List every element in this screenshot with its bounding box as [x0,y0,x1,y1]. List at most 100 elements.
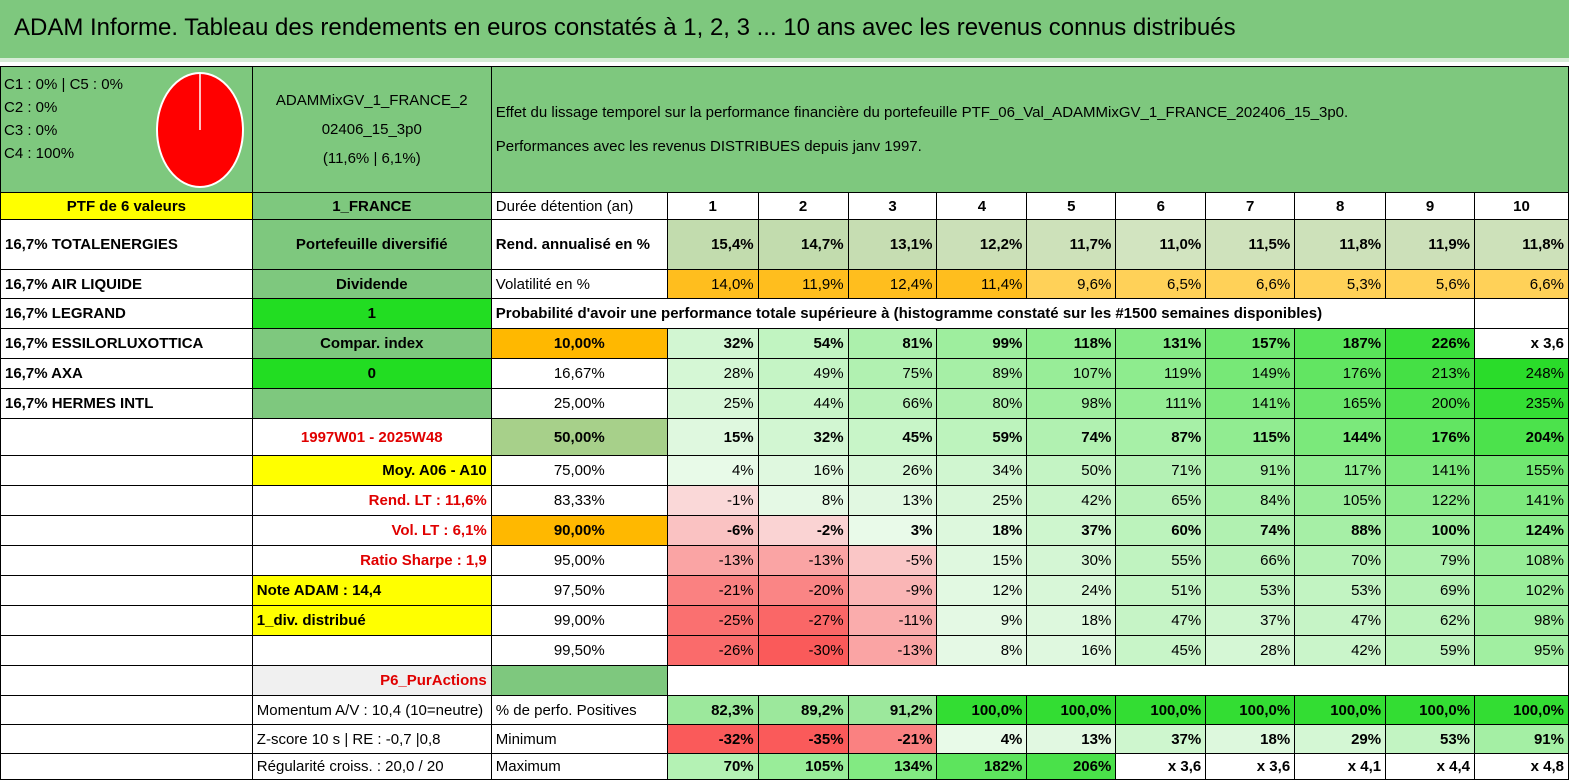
quantile-value: 176% [1294,358,1387,389]
allocation-line: C2 : 0% [4,99,58,116]
holding-row: 16,7% AXA [0,358,253,389]
quantile-value: 18% [1026,605,1117,636]
quantile-value: 51% [1115,575,1207,606]
quantile-label: 83,33% [490,485,668,516]
table-row: 1_div. distribué 99,00% -25% -27% -11% 9% 18% 4… [0,605,1569,636]
quantile-value: 99% [936,328,1028,359]
table-row: 16,7% AIR LIQUIDE Dividende Volatilité en … [0,269,1569,299]
quantile-label: 99,00% [490,605,668,636]
quantile-value: 13% [847,485,938,516]
quantile-value: 12% [936,575,1028,606]
table-row: 1997W01 - 2025W48 50,00% 15% 32% 45% 59% 74% 87… [0,418,1569,456]
quantile-value: 18% [936,515,1028,546]
empty-cell [490,665,668,696]
quantile-value: 71% [1115,455,1207,486]
quantile-value: 34% [936,455,1028,486]
quantile-value: 60% [1115,515,1207,546]
quantile-value: 28% [1205,635,1296,666]
year-header: 9 [1385,192,1476,220]
quantile-value: 248% [1474,358,1569,389]
positives-value: 100,0% [1474,695,1569,725]
quantile-value: 62% [1385,605,1476,636]
table-row: 16,7% ESSILORLUXOTTICA Compar. index 10,00… [0,328,1569,359]
quantile-value: 75% [847,358,938,389]
probability-header: Probabilité d'avoir une performance tota… [490,298,1476,329]
allocation-line: C1 : 0% | C5 : 0% [4,76,123,93]
quantile-value: 53% [1205,575,1296,606]
quantile-value: 70% [1294,545,1387,576]
country-label: 1_FRANCE [251,192,492,220]
quantile-value: 59% [936,418,1028,456]
year-header: 7 [1205,192,1296,220]
empty-cell [1474,298,1569,329]
maximum-value: x 4,1 [1294,753,1387,780]
holding-row: 16,7% AIR LIQUIDE [0,269,253,299]
minimum-value: 13% [1026,724,1117,754]
quantile-value: -25% [666,605,759,636]
quantile-value: 89% [936,358,1028,389]
rend-value: 11,8% [1294,219,1387,270]
quantile-value: 53% [1294,575,1387,606]
holding-duration-label: Durée détention (an) [490,192,668,220]
quantile-value: 155% [1474,455,1569,486]
quantile-value: -13% [757,545,849,576]
quantile-value: 45% [847,418,938,456]
minimum-value: 4% [936,724,1028,754]
portfolio-name: 02406_15_3p0 [321,121,422,138]
quantile-value: 165% [1294,388,1387,419]
maximum-value: x 3,6 [1205,753,1296,780]
positives-value: 89,2% [757,695,849,725]
quantile-value: 87% [1115,418,1207,456]
quantile-value: -30% [757,635,849,666]
quantile-value: 141% [1474,485,1569,516]
maximum-value: 182% [936,753,1028,780]
momentum-label: Momentum A/V : 10,4 (10=neutre) [251,695,492,725]
quantile-value: 59% [1385,635,1476,666]
quantile-value: 50% [1026,455,1117,486]
description-line: Performances avec les revenus DISTRIBUES… [495,137,922,155]
portfolio-stats: (11,6% | 6,1%) [322,150,421,167]
quantile-value: 25% [666,388,759,419]
year-header: 5 [1026,192,1117,220]
quantile-value: x 3,6 [1474,328,1569,359]
table-row: PTF de 6 valeurs 1_FRANCE Durée détention … [0,192,1569,220]
positives-label: % de perfo. Positives [490,695,668,725]
dividend-value: 1 [251,298,492,329]
quantile-value: 141% [1205,388,1296,419]
maximum-value: x 4,8 [1474,753,1569,780]
holding-row: 16,7% HERMES INTL [0,388,253,419]
allocation-cell: C1 : 0% | C5 : 0% C2 : 0% C3 : 0% C4 : 1… [0,66,253,193]
quantile-value: 213% [1385,358,1476,389]
empty-cell [0,635,253,666]
quantile-value: 16% [1026,635,1117,666]
quantile-value: 37% [1205,605,1296,636]
quantile-value: 204% [1474,418,1569,456]
holding-row: 16,7% ESSILORLUXOTTICA [0,328,253,359]
quantile-value: -2% [757,515,849,546]
quantile-value: -20% [757,575,849,606]
vol-value: 12,4% [847,269,938,299]
minimum-value: -35% [757,724,849,754]
vol-value: 11,4% [936,269,1028,299]
table-row: Ratio Sharpe : 1,9 95,00% -13% -13% -5% 15% 30… [0,545,1569,576]
empty-cell [0,665,253,696]
allocation-pie-chart [156,72,244,188]
vol-value: 14,0% [666,269,759,299]
year-header: 4 [936,192,1028,220]
div-distrib-label: 1_div. distribué [251,605,492,636]
quantile-value: 105% [1294,485,1387,516]
quantile-value: -27% [757,605,849,636]
quantile-value: -5% [847,545,938,576]
quantile-value: 100% [1385,515,1476,546]
quantile-value: 95% [1474,635,1569,666]
empty-cell [251,388,492,419]
rend-label: Rend. annualisé en % [490,219,668,270]
quantile-value: 84% [1205,485,1296,516]
quantile-value: 42% [1026,485,1117,516]
quantile-value: -26% [666,635,759,666]
quantile-label: 50,00% [490,418,668,456]
quantile-value: 54% [757,328,849,359]
minimum-value: -21% [847,724,938,754]
quantile-value: 119% [1115,358,1207,389]
quantile-value: 122% [1385,485,1476,516]
